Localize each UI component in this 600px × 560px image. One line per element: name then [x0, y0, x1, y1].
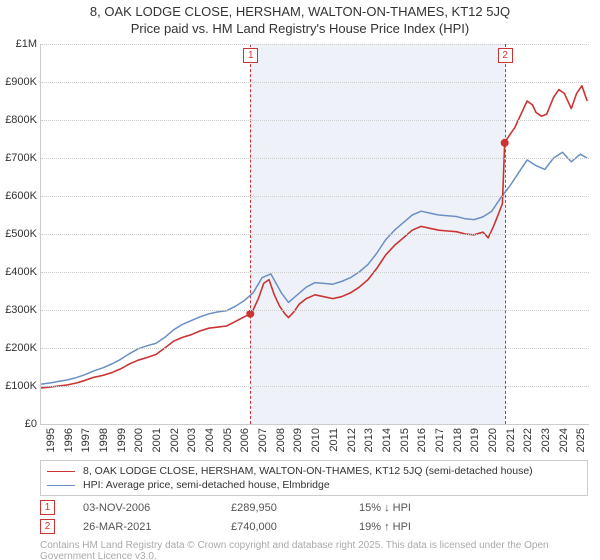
y-axis-label: £0: [1, 418, 37, 430]
y-gridline: [41, 120, 589, 121]
y-gridline: [41, 386, 589, 387]
x-axis-label: 2023: [540, 428, 552, 452]
legend-row-hpi: HPI: Average price, semi-detached house,…: [47, 478, 581, 492]
legend-box: 8, OAK LODGE CLOSE, HERSHAM, WALTON-ON-T…: [40, 460, 588, 496]
x-axis-label: 2013: [363, 428, 375, 452]
x-axis-label: 1997: [80, 428, 92, 452]
y-gridline: [41, 234, 589, 235]
title-line2: Price paid vs. HM Land Registry's House …: [0, 21, 600, 36]
x-axis-label: 2016: [416, 428, 428, 452]
x-axis-label: 2011: [328, 428, 340, 452]
y-axis-label: £400K: [1, 266, 37, 278]
x-axis-label: 2022: [522, 428, 534, 452]
footer-credit: Contains HM Land Registry data © Crown c…: [40, 540, 588, 560]
sale-marker-2: 2: [498, 48, 513, 63]
sale-dot-2: [501, 139, 509, 147]
legend-row-price-paid: 8, OAK LODGE CLOSE, HERSHAM, WALTON-ON-T…: [47, 464, 581, 478]
y-axis-label: £700K: [1, 152, 37, 164]
footer-date-2: 26-MAR-2021: [83, 521, 203, 533]
x-axis-label: 1995: [45, 428, 57, 452]
y-axis-label: £600K: [1, 190, 37, 202]
legend-swatch-hpi: [47, 485, 75, 486]
y-axis-label: £800K: [1, 114, 37, 126]
x-axis-label: 2020: [487, 428, 499, 452]
y-gridline: [41, 272, 589, 273]
y-gridline: [41, 348, 589, 349]
footer-price-1: £289,950: [231, 502, 331, 514]
y-gridline: [41, 310, 589, 311]
y-gridline: [41, 196, 589, 197]
footer-marker-2: 2: [40, 519, 55, 534]
x-axis-label: 2004: [204, 428, 216, 452]
y-gridline: [41, 82, 589, 83]
plot-region: £0£100K£200K£300K£400K£500K£600K£700K£80…: [40, 44, 589, 425]
x-axis-label: 1998: [98, 428, 110, 452]
x-axis-label: 2006: [239, 428, 251, 452]
legend-label-hpi: HPI: Average price, semi-detached house,…: [83, 479, 330, 491]
footer-price-2: £740,000: [231, 521, 331, 533]
footer-row-2: 2 26-MAR-2021 £740,000 19% ↑ HPI: [40, 517, 588, 536]
x-axis-label: 2024: [558, 428, 570, 452]
title-line1: 8, OAK LODGE CLOSE, HERSHAM, WALTON-ON-T…: [0, 4, 600, 19]
x-axis-label: 2007: [257, 428, 269, 452]
x-axis-label: 1996: [63, 428, 75, 452]
x-axis-label: 2005: [222, 428, 234, 452]
footer: 1 03-NOV-2006 £289,950 15% ↓ HPI 2 26-MA…: [40, 498, 588, 560]
series-price_paid: [41, 86, 587, 388]
footer-row-1: 1 03-NOV-2006 £289,950 15% ↓ HPI: [40, 498, 588, 517]
y-axis-label: £100K: [1, 380, 37, 392]
x-axis-label: 2018: [452, 428, 464, 452]
x-axis-label: 2008: [275, 428, 287, 452]
x-axis-label: 2001: [151, 428, 163, 452]
footer-delta-2: 19% ↑ HPI: [359, 521, 479, 533]
x-axis-label: 2014: [381, 428, 393, 452]
x-axis-label: 2003: [186, 428, 198, 452]
x-axis-label: 2025: [575, 428, 587, 452]
y-gridline: [41, 158, 589, 159]
chart-area: £0£100K£200K£300K£400K£500K£600K£700K£80…: [40, 44, 588, 424]
x-axis-label: 2000: [133, 428, 145, 452]
chart-titles: 8, OAK LODGE CLOSE, HERSHAM, WALTON-ON-T…: [0, 0, 600, 36]
y-axis-label: £1M: [1, 38, 37, 50]
x-axis-label: 2010: [310, 428, 322, 452]
x-axis-label: 1999: [116, 428, 128, 452]
x-axis-label: 2015: [399, 428, 411, 452]
y-axis-label: £200K: [1, 342, 37, 354]
footer-delta-1: 15% ↓ HPI: [359, 502, 479, 514]
x-axis-label: 2017: [434, 428, 446, 452]
y-axis-label: £300K: [1, 304, 37, 316]
sale-dot-1: [246, 310, 254, 318]
x-axis-label: 2012: [346, 428, 358, 452]
series-hpi: [41, 152, 587, 384]
footer-date-1: 03-NOV-2006: [83, 502, 203, 514]
y-axis-label: £900K: [1, 76, 37, 88]
legend-swatch-price-paid: [47, 471, 75, 472]
x-axis-label: 2019: [469, 428, 481, 452]
x-axis-label: 2002: [169, 428, 181, 452]
legend-label-price-paid: 8, OAK LODGE CLOSE, HERSHAM, WALTON-ON-T…: [83, 465, 533, 477]
footer-marker-1: 1: [40, 500, 55, 515]
x-axis-label: 2009: [292, 428, 304, 452]
chart-container: 8, OAK LODGE CLOSE, HERSHAM, WALTON-ON-T…: [0, 0, 600, 560]
sale-marker-1: 1: [243, 48, 258, 63]
x-axis-label: 2021: [505, 428, 517, 452]
y-gridline: [41, 44, 589, 45]
y-axis-label: £500K: [1, 228, 37, 240]
